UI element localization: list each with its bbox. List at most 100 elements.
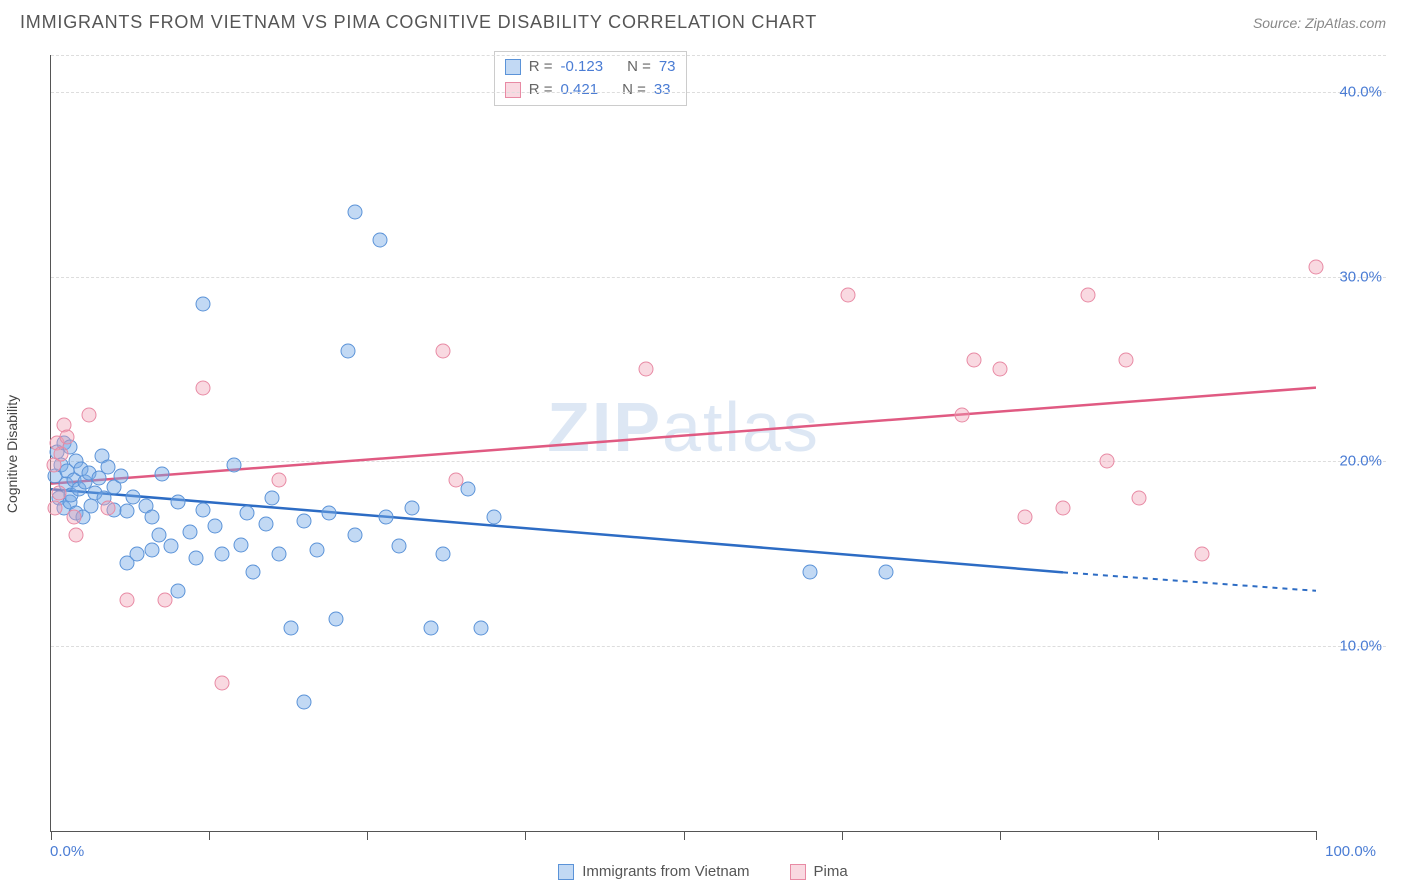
- data-point: [119, 504, 134, 519]
- data-point: [379, 509, 394, 524]
- data-point: [347, 528, 362, 543]
- data-point: [164, 539, 179, 554]
- data-point: [233, 537, 248, 552]
- data-point: [840, 288, 855, 303]
- data-point: [170, 583, 185, 598]
- data-point: [195, 502, 210, 517]
- data-point: [51, 485, 66, 500]
- x-axis-max-label: 100.0%: [1325, 843, 1376, 860]
- data-point: [992, 362, 1007, 377]
- data-point: [145, 509, 160, 524]
- data-point: [1056, 500, 1071, 515]
- data-point: [347, 205, 362, 220]
- data-point: [214, 546, 229, 561]
- data-point: [246, 565, 261, 580]
- data-point: [113, 469, 128, 484]
- data-point: [47, 500, 62, 515]
- data-point: [474, 620, 489, 635]
- data-point: [271, 546, 286, 561]
- data-point: [60, 430, 75, 445]
- x-tick: [367, 831, 368, 840]
- data-point: [1018, 509, 1033, 524]
- data-point: [486, 509, 501, 524]
- data-point: [183, 524, 198, 539]
- data-point: [66, 509, 81, 524]
- data-point: [1131, 491, 1146, 506]
- trendlines-layer: [51, 55, 1316, 831]
- data-point: [448, 472, 463, 487]
- data-point: [195, 380, 210, 395]
- data-point: [151, 528, 166, 543]
- data-point: [214, 676, 229, 691]
- data-point: [328, 611, 343, 626]
- data-point: [81, 408, 96, 423]
- data-point: [157, 593, 172, 608]
- y-tick-label: 10.0%: [1339, 638, 1386, 655]
- data-point: [240, 506, 255, 521]
- data-point: [189, 550, 204, 565]
- data-point: [436, 343, 451, 358]
- data-point: [297, 513, 312, 528]
- data-point: [130, 546, 145, 561]
- data-point: [100, 500, 115, 515]
- data-point: [227, 458, 242, 473]
- gridline: [51, 461, 1386, 462]
- data-point: [259, 517, 274, 532]
- x-tick: [525, 831, 526, 840]
- y-axis-label: Cognitive Disability: [4, 395, 20, 513]
- x-tick: [684, 831, 685, 840]
- legend-item-series2: Pima: [790, 863, 848, 880]
- gridline: [51, 55, 1386, 56]
- data-point: [1119, 352, 1134, 367]
- data-point: [322, 506, 337, 521]
- legend-row-series2: R = 0.421 N = 33: [505, 79, 676, 102]
- legend-swatch-icon: [790, 864, 806, 880]
- gridline: [51, 92, 1386, 93]
- data-point: [309, 543, 324, 558]
- trendline-extrapolated: [1063, 572, 1316, 590]
- legend-swatch-icon: [558, 864, 574, 880]
- data-point: [638, 362, 653, 377]
- data-point: [69, 528, 84, 543]
- y-tick-label: 30.0%: [1339, 268, 1386, 285]
- data-point: [404, 500, 419, 515]
- data-point: [803, 565, 818, 580]
- data-point: [271, 472, 286, 487]
- data-point: [155, 467, 170, 482]
- data-point: [878, 565, 893, 580]
- data-point: [1081, 288, 1096, 303]
- scatter-plot-area: ZIPatlas R = -0.123 N = 73 R = 0.421 N =…: [50, 55, 1316, 832]
- data-point: [145, 543, 160, 558]
- data-point: [265, 491, 280, 506]
- watermark: ZIPatlas: [547, 387, 820, 467]
- y-tick-label: 40.0%: [1339, 83, 1386, 100]
- data-point: [372, 232, 387, 247]
- data-point: [208, 519, 223, 534]
- data-point: [284, 620, 299, 635]
- data-point: [119, 593, 134, 608]
- data-point: [391, 539, 406, 554]
- data-point: [297, 694, 312, 709]
- x-axis-min-label: 0.0%: [50, 843, 84, 860]
- source-label: Source: ZipAtlas.com: [1253, 15, 1386, 31]
- legend-swatch-series1: [505, 59, 521, 75]
- x-tick: [51, 831, 52, 840]
- gridline: [51, 646, 1386, 647]
- data-point: [1195, 546, 1210, 561]
- data-point: [1309, 260, 1324, 275]
- series-legend: Immigrants from Vietnam Pima: [0, 863, 1406, 880]
- gridline: [51, 277, 1386, 278]
- legend-item-series1: Immigrants from Vietnam: [558, 863, 749, 880]
- data-point: [436, 546, 451, 561]
- chart-title: IMMIGRANTS FROM VIETNAM VS PIMA COGNITIV…: [20, 12, 817, 33]
- data-point: [195, 297, 210, 312]
- y-tick-label: 20.0%: [1339, 453, 1386, 470]
- x-tick: [842, 831, 843, 840]
- data-point: [1100, 454, 1115, 469]
- data-point: [954, 408, 969, 423]
- data-point: [54, 447, 69, 462]
- data-point: [967, 352, 982, 367]
- legend-row-series1: R = -0.123 N = 73: [505, 56, 676, 79]
- data-point: [423, 620, 438, 635]
- x-tick: [209, 831, 210, 840]
